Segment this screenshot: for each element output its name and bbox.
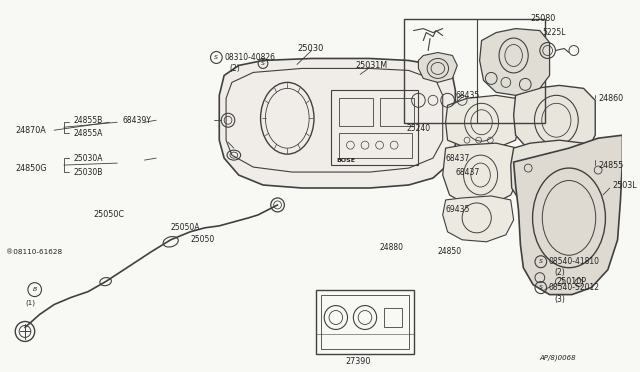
Text: (2): (2) — [554, 268, 565, 277]
Text: 25050A: 25050A — [171, 223, 200, 232]
Text: 24850: 24850 — [438, 247, 462, 256]
Text: (1): (1) — [25, 299, 35, 306]
Polygon shape — [514, 135, 623, 295]
Text: 69435: 69435 — [445, 205, 470, 214]
Text: 24870A: 24870A — [15, 126, 46, 135]
Text: (3): (3) — [554, 295, 565, 304]
Text: 25030B: 25030B — [74, 167, 103, 177]
Text: S: S — [539, 285, 543, 290]
Text: 25030A: 25030A — [74, 154, 103, 163]
Text: 08540-41810: 08540-41810 — [548, 257, 600, 266]
Text: S: S — [539, 259, 543, 264]
Polygon shape — [443, 143, 520, 205]
Text: 25050: 25050 — [190, 235, 214, 244]
Polygon shape — [511, 140, 595, 212]
Polygon shape — [445, 95, 520, 148]
Text: 08310-40826: 08310-40826 — [224, 53, 275, 62]
Text: 25080: 25080 — [530, 14, 556, 23]
Bar — [385, 308, 402, 327]
Text: S: S — [261, 61, 265, 66]
Text: 24850G: 24850G — [15, 164, 47, 173]
Polygon shape — [419, 52, 458, 82]
Polygon shape — [479, 29, 550, 95]
Text: 24855: 24855 — [598, 161, 623, 170]
Text: BOSE: BOSE — [336, 158, 355, 163]
Text: 25240: 25240 — [407, 124, 431, 133]
Polygon shape — [220, 58, 455, 188]
Text: 68435: 68435 — [455, 91, 479, 100]
Text: (2): (2) — [229, 64, 240, 73]
Text: 24860: 24860 — [598, 94, 623, 103]
Text: 25010P: 25010P — [556, 277, 586, 286]
Text: 5225L: 5225L — [543, 28, 566, 37]
Bar — [339, 98, 372, 126]
Bar — [321, 295, 409, 349]
Bar — [339, 133, 412, 158]
Bar — [380, 98, 413, 126]
Text: 27390: 27390 — [346, 357, 371, 366]
Text: 68437: 68437 — [455, 167, 479, 177]
Polygon shape — [443, 196, 514, 242]
Text: 2503L: 2503L — [612, 180, 637, 189]
Text: 24855B: 24855B — [74, 116, 103, 125]
Text: 24855A: 24855A — [74, 129, 103, 138]
Text: 25030: 25030 — [297, 44, 323, 53]
Text: B: B — [33, 287, 37, 292]
Text: 25050C: 25050C — [93, 211, 124, 219]
Text: AP/8)0068: AP/8)0068 — [540, 354, 577, 360]
Text: 24880: 24880 — [380, 243, 404, 252]
Text: 68439Y: 68439Y — [122, 116, 151, 125]
Text: 68437: 68437 — [445, 154, 470, 163]
Polygon shape — [514, 86, 595, 155]
Text: 25031M: 25031M — [355, 61, 387, 70]
Text: 08540-52012: 08540-52012 — [548, 283, 600, 292]
Bar — [404, 19, 545, 123]
Bar — [331, 90, 419, 165]
Bar — [316, 290, 413, 355]
Text: S: S — [214, 55, 218, 60]
Text: ®08110-61628: ®08110-61628 — [6, 249, 61, 255]
